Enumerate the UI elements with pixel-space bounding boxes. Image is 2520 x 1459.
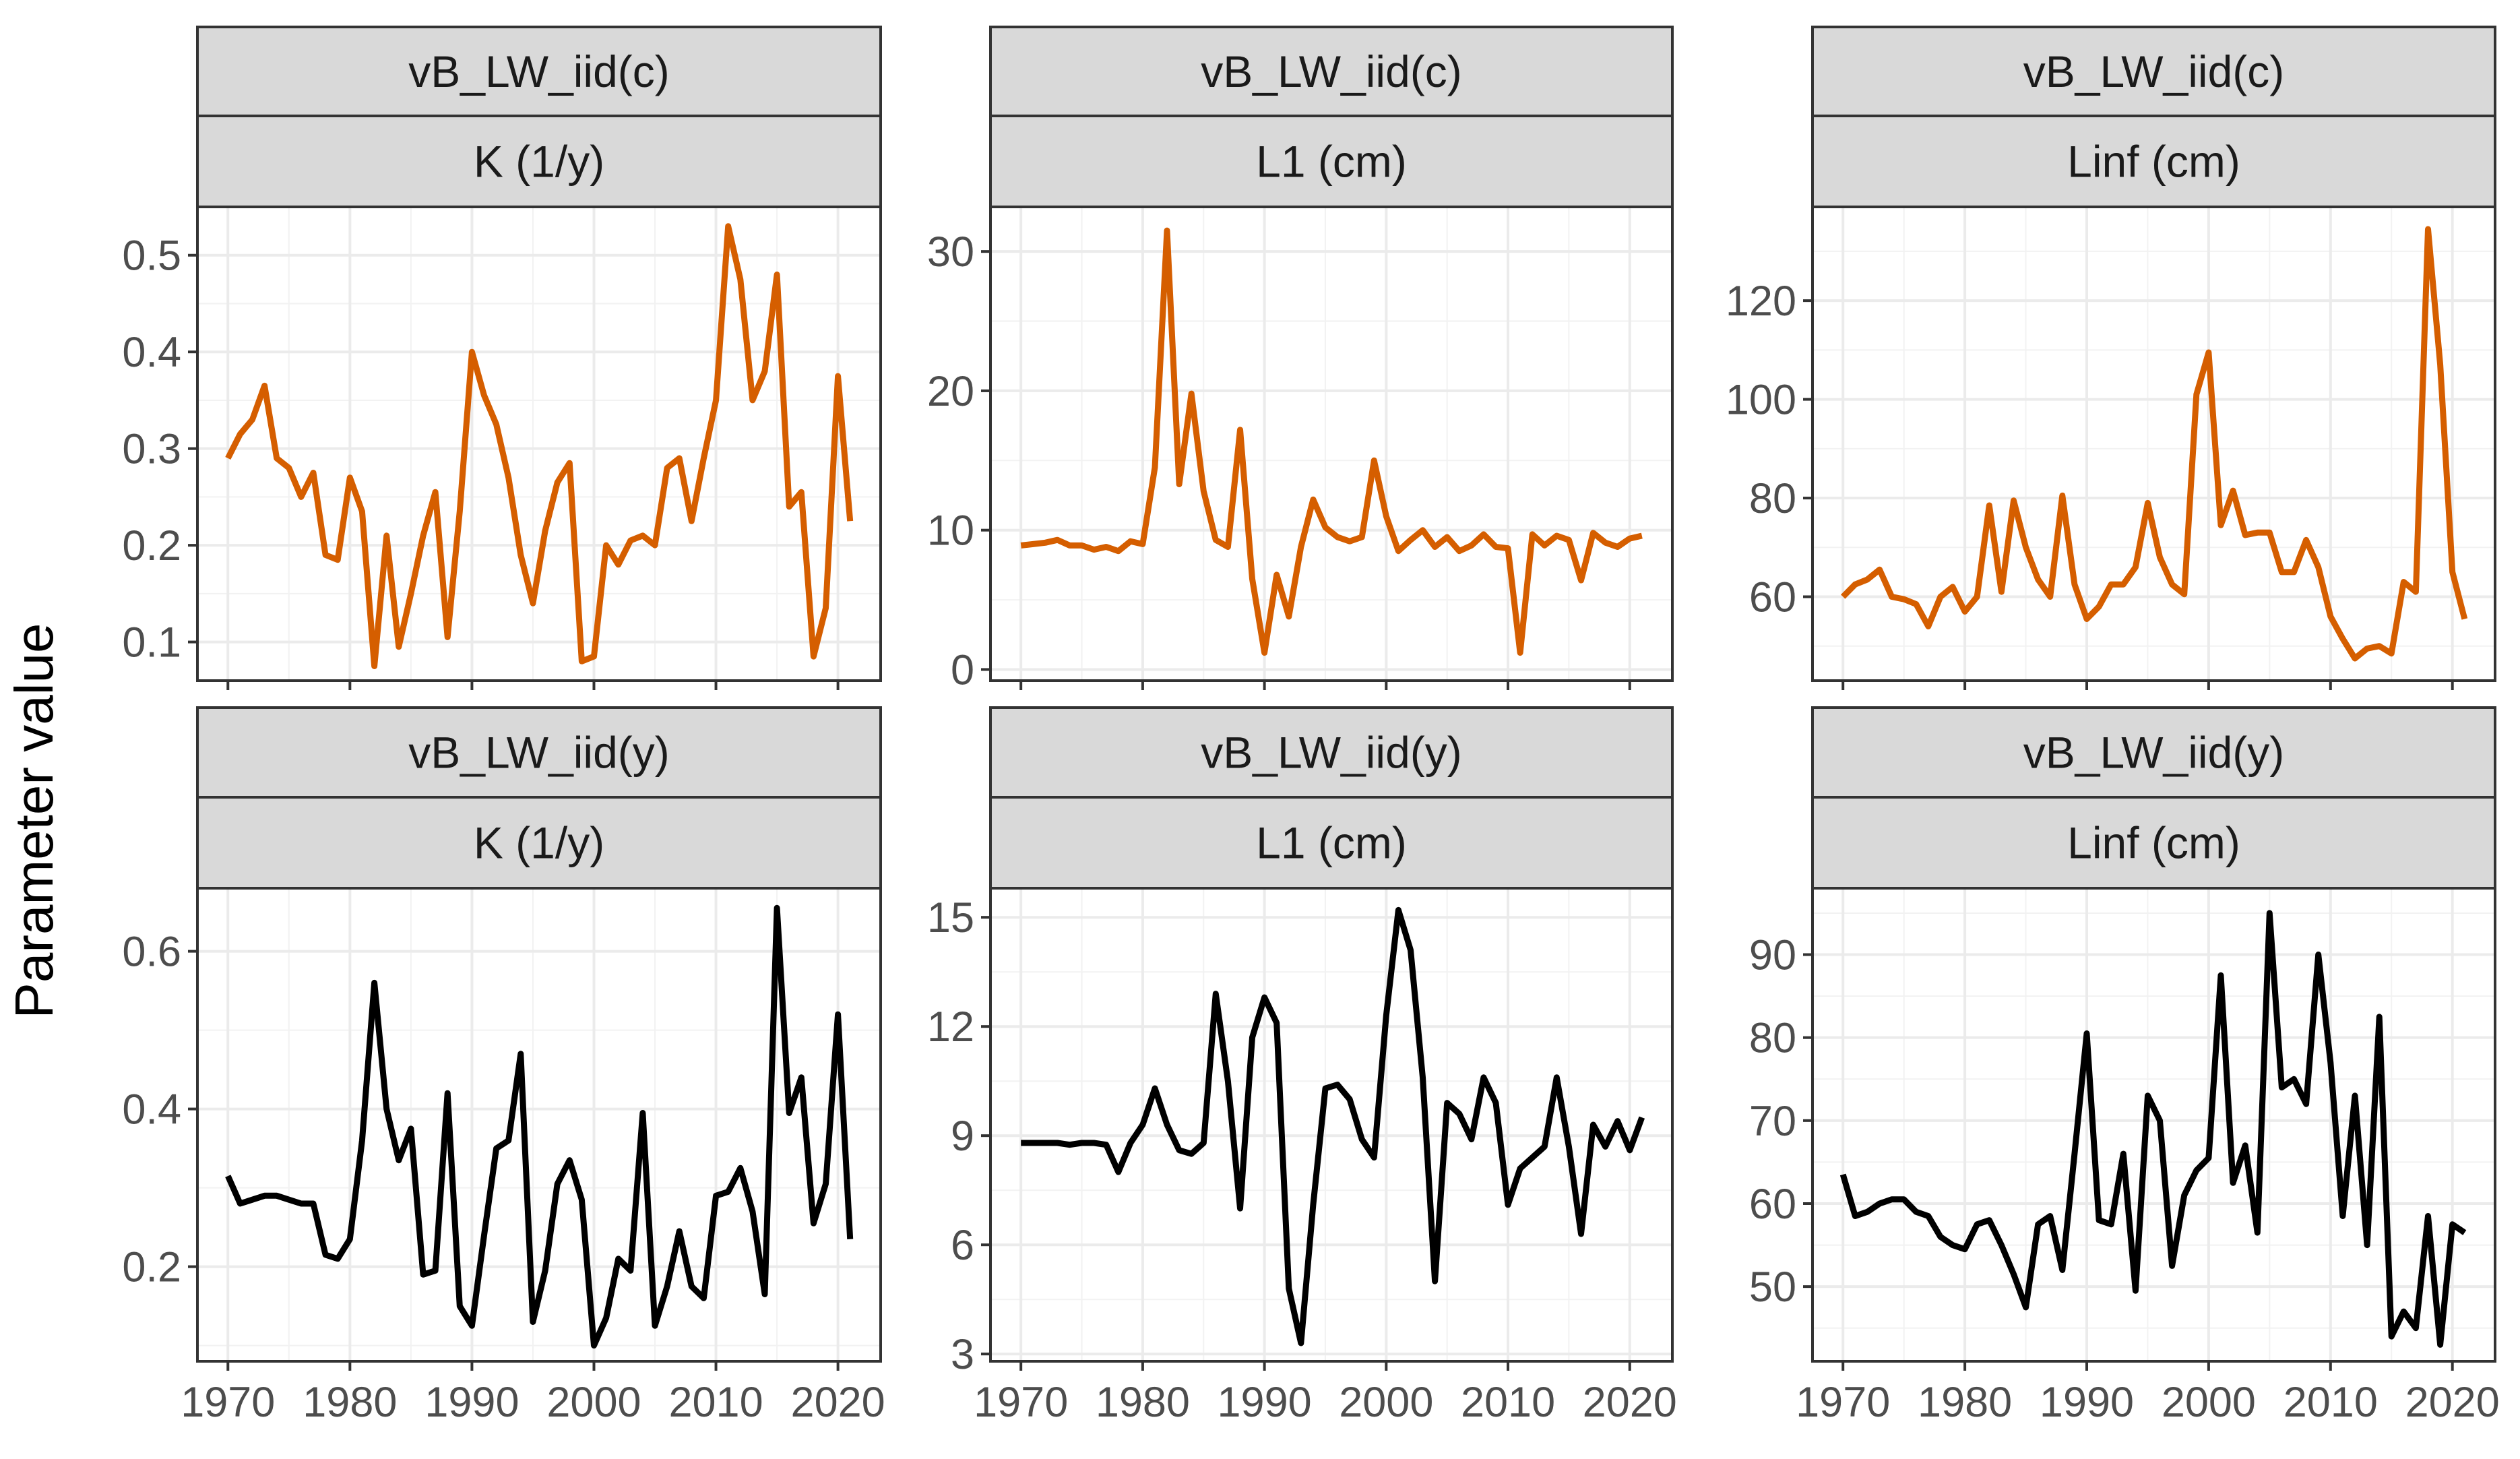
panel-6-x-tick-label: 1980	[1918, 1379, 2012, 1426]
panel-2: vB_LW_iid(c) L1 (cm) 0 10 20 30	[927, 26, 1674, 693]
panel-4-strip-top-label: vB_LW_iid(y)	[408, 728, 670, 778]
panel-2-panel-border	[989, 206, 1674, 682]
panel-4-y-tick-label: 0.6	[122, 929, 181, 976]
panel-1-strip-top-label: vB_LW_iid(c)	[408, 46, 670, 96]
panel-6-y-tick-label: 80	[1749, 1015, 1796, 1062]
panel-1-y-tick-label: 0.1	[122, 619, 181, 666]
panel-2-y-tick-label: 0	[951, 646, 974, 693]
panel-4-panel-border	[196, 887, 882, 1363]
panel-5-x-tick-label: 2010	[1461, 1379, 1555, 1426]
y-axis-label: Parameter value	[4, 623, 64, 1019]
panel-6-panel-border	[1811, 887, 2496, 1363]
panel-1-strip-top	[196, 26, 882, 117]
panel-5-y-tick-label: 12	[927, 1003, 974, 1051]
panel-5-strip-top-label: vB_LW_iid(y)	[1201, 728, 1462, 778]
panel-6-y-tick-label: 90	[1749, 932, 1796, 979]
panel-5-panel-border	[989, 887, 1674, 1363]
panel-2-grid	[990, 207, 1672, 681]
panel-4-y-tick-label: 0.2	[122, 1244, 181, 1291]
panel-4-series-line	[225, 904, 854, 1349]
panel-6-y-tick-label: 70	[1749, 1098, 1796, 1145]
panel-3-plot-area	[1813, 207, 2495, 681]
panel-2-strip-top	[989, 26, 1674, 117]
panel-2-series-line	[1020, 227, 1643, 656]
panel-2-strip-bottom-label: L1 (cm)	[1256, 137, 1407, 187]
panel-5-grid	[990, 888, 1672, 1361]
panel-1-plot-area	[197, 207, 881, 681]
panel-3-y-tick-label: 80	[1749, 475, 1796, 522]
panel-6: vB_LW_iid(y) Linf (cm) 50 60 70 80 90 1970 1980 1…	[1749, 706, 2500, 1426]
panel-6-x-tick-label: 2000	[2162, 1379, 2256, 1426]
panel-4-y-tick-label: 0.4	[122, 1086, 181, 1134]
panel-5-y-tick-label: 6	[951, 1222, 974, 1269]
panel-4-x-tick-label: 2020	[791, 1379, 885, 1426]
panel-2-strip-bottom	[989, 115, 1674, 208]
panel-4-strip-bottom-label: K (1/y)	[474, 818, 604, 868]
panel-6-grid	[1813, 888, 2495, 1361]
panel-2-strip-top-label: vB_LW_iid(c)	[1201, 46, 1462, 96]
panel-3-y-tick-label: 60	[1749, 574, 1796, 621]
panel-3-y-tick-label: 120	[1726, 278, 1796, 325]
panel-1-y-tick-label: 0.2	[122, 522, 181, 569]
panel-1-strip-bottom-label: K (1/y)	[474, 137, 604, 187]
panel-3-strip-bottom-label: Linf (cm)	[2067, 137, 2240, 187]
panel-5-x-tick-label: 2000	[1339, 1379, 1433, 1426]
panel-4-x-tick-label: 1970	[181, 1379, 275, 1426]
panel-3-strip-top-label: vB_LW_iid(c)	[2023, 46, 2285, 96]
panel-5-strip-bottom-label: L1 (cm)	[1256, 818, 1407, 868]
panel-4-strip-bottom	[196, 796, 882, 890]
panel-5-y-tick-label: 3	[951, 1331, 974, 1378]
panel-6-strip-bottom-label: Linf (cm)	[2067, 818, 2240, 868]
panel-6-strip-top	[1811, 706, 2496, 799]
panel-6-y-tick-label: 60	[1749, 1181, 1796, 1228]
panel-6-x-tick-label: 1990	[2040, 1379, 2134, 1426]
panel-3-series-line	[1841, 226, 2468, 662]
panel-5-y-tick-label: 9	[951, 1113, 974, 1160]
panel-5-y-tick-label: 15	[927, 894, 974, 941]
panel-1-strip-bottom	[196, 115, 882, 208]
panel-2-plot-area	[990, 207, 1672, 681]
panel-5-strip-bottom	[989, 796, 1674, 890]
panel-4-x-tick-label: 1980	[303, 1379, 397, 1426]
panel-4-x-tick-label: 2000	[546, 1379, 641, 1426]
panel-3-strip-bottom	[1811, 115, 2496, 208]
panel-5-x-tick-label: 2020	[1583, 1379, 1677, 1426]
panel-2-y-tick-label: 20	[927, 368, 974, 415]
panel-5-x-tick-label: 1980	[1096, 1379, 1190, 1426]
panel-4: vB_LW_iid(y) K (1/y) 0.2 0.4 0.6 1970 1980 1990…	[122, 706, 885, 1426]
panel-3-grid	[1813, 207, 2495, 681]
panel-6-x-tick-label: 2010	[2283, 1379, 2378, 1426]
panel-5-series-line	[1021, 906, 1645, 1346]
panel-1-panel-border	[196, 206, 882, 682]
panel-6-y-tick-label: 50	[1749, 1264, 1796, 1311]
panel-1: vB_LW_iid(c) K (1/y) 0.1 0.2 0.3 0.4 0.5	[122, 26, 882, 690]
panel-1-y-tick-label: 0.4	[122, 329, 181, 376]
panel-3: vB_LW_iid(c) Linf (cm) 60 80 100 120	[1726, 26, 2496, 690]
panel-6-x-tick-label: 2020	[2405, 1379, 2500, 1426]
panel-3-strip-top	[1811, 26, 2496, 117]
panel-6-strip-top-label: vB_LW_iid(y)	[2023, 728, 2285, 778]
panel-4-x-tick-label: 1990	[424, 1379, 519, 1426]
panel-1-y-tick-label: 0.3	[122, 426, 181, 473]
panel-2-y-tick-label: 10	[927, 507, 974, 555]
panel-2-y-tick-label: 30	[927, 228, 974, 276]
panel-1-y-tick-label: 0.5	[122, 232, 181, 280]
panel-5-x-tick-label: 1990	[1218, 1379, 1312, 1426]
panel-4-x-tick-label: 2010	[668, 1379, 763, 1426]
panel-3-panel-border	[1811, 206, 2496, 682]
panel-1-series-line	[225, 223, 854, 669]
panel-3-y-tick-label: 100	[1726, 377, 1796, 424]
panel-5-x-tick-label: 1970	[974, 1379, 1068, 1426]
panel-5-plot-area	[990, 888, 1672, 1361]
panel-5: vB_LW_iid(y) L1 (cm) 3 6 9 12 15 1970 1980 1990 20…	[927, 706, 1677, 1426]
panel-6-x-tick-label: 1970	[1796, 1379, 1890, 1426]
panel-grid: vB_LW_iid(c)K (1/y)0.10.20.30.40.5vB_LW_…	[122, 26, 2500, 1426]
panel-6-series-line	[1839, 910, 2467, 1348]
